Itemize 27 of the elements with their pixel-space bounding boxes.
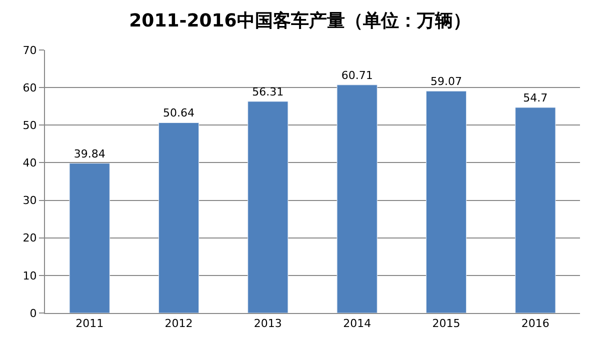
x-tick-label: 2014 — [343, 317, 372, 330]
data-label: 56.31 — [252, 85, 284, 98]
bar — [248, 101, 288, 313]
data-label: 50.64 — [163, 106, 194, 120]
y-tick-label: 20 — [22, 232, 37, 245]
x-tick-label: 2015 — [432, 317, 460, 330]
x-tick-label: 2016 — [521, 317, 550, 330]
bar — [69, 163, 110, 313]
bar — [515, 107, 556, 313]
data-label: 39.84 — [74, 147, 106, 160]
y-tick-label: 40 — [22, 156, 37, 170]
y-tick-label: 30 — [22, 194, 37, 208]
y-tick-label: 70 — [22, 44, 37, 57]
bar — [426, 90, 467, 313]
y-tick-label: 0 — [30, 306, 37, 320]
y-tick-label: 50 — [22, 118, 37, 132]
bar — [158, 122, 200, 313]
y-tick-label: 60 — [22, 81, 37, 94]
chart-title: 2011-2016中国客车产量（单位：万辆） — [129, 10, 471, 32]
data-label: 60.71 — [341, 68, 373, 82]
x-tick-label: 2011 — [76, 317, 104, 330]
y-tick-label: 10 — [22, 269, 37, 282]
x-tick-label: 2013 — [254, 317, 282, 330]
x-tick-label: 2012 — [164, 317, 193, 330]
data-label: 54.7 — [523, 91, 548, 104]
data-label: 59.07 — [430, 75, 462, 88]
bar — [336, 84, 378, 313]
